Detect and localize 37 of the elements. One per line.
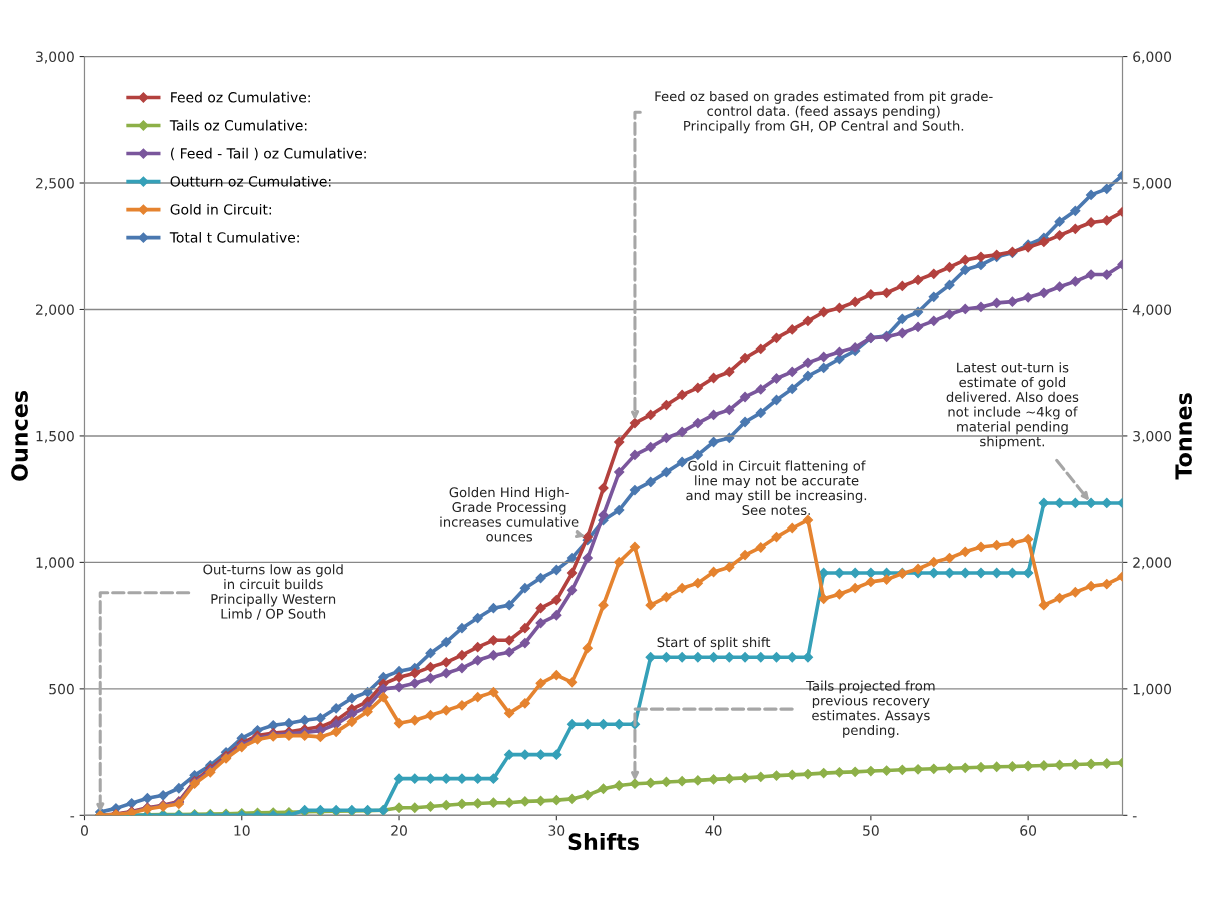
annotation: Start of split shift — [657, 636, 771, 650]
annotation: Gold in Circuit flattening of line may not be accurate and may still be increasing. See notes. — [686, 460, 867, 516]
y2-tick-label: 5,000 — [1133, 177, 1172, 190]
legend-label: Outturn oz Cumulative: — [170, 175, 331, 187]
y2-axis-title: Tonnes — [1175, 393, 1192, 480]
annotation: Latest out-turn is estimate of gold delivered. Also does not include ~4kg of material pending shipment. — [946, 362, 1079, 449]
y2-tick-label: 2,000 — [1133, 557, 1172, 570]
annotation: Feed oz based on grades estimated from pit grade- control data. (feed assays pending) Principally from GH, OP Central and South. — [655, 91, 993, 134]
x-tick-label: 20 — [391, 825, 407, 836]
annotation: Out-turns low as gold in circuit builds Principally Western Limb / OP South — [203, 564, 343, 620]
x-tick-label: 10 — [234, 825, 250, 836]
y2-tick-label: 1,000 — [1133, 683, 1172, 696]
legend-label: Total t Cumulative: — [169, 231, 299, 243]
y2-tick-label: 4,000 — [1132, 304, 1172, 317]
y-tick-label: - — [70, 816, 75, 818]
x-tick-label: 40 — [705, 825, 722, 836]
y-tick-label: 1,500 — [36, 430, 74, 443]
x-tick-label: 60 — [1020, 825, 1037, 836]
legend-label: Tails oz Cumulative: — [169, 119, 307, 131]
legend-label: ( Feed - Tail ) oz Cumulative: — [170, 147, 366, 161]
annotation: Golden Hind High- Grade Processing increases cumulative ounces — [440, 487, 579, 542]
x-tick-label: 30 — [548, 825, 565, 836]
y-tick-label: 2,500 — [36, 177, 74, 190]
annotation: Tails projected from previous recovery estimates. Assays pending. — [806, 680, 935, 738]
legend-label: Gold in Circuit: — [170, 203, 271, 215]
x-tick-label: 50 — [863, 825, 879, 836]
y2-tick-label: - — [1132, 816, 1137, 818]
y2-tick-label: 6,000 — [1133, 51, 1172, 64]
x-axis-title: Shifts — [568, 832, 639, 851]
legend-label: Feed oz Cumulative: — [171, 91, 310, 103]
y-tick-label: 500 — [49, 683, 74, 695]
y-axis-title: Ounces — [11, 390, 28, 481]
y-tick-label: 2,000 — [36, 304, 74, 317]
y2-tick-label: 3,000 — [1133, 430, 1172, 443]
y-tick-label: 3,000 — [36, 51, 74, 64]
y-tick-label: 1,000 — [36, 557, 74, 570]
x-tick-label: 0 — [80, 825, 88, 836]
